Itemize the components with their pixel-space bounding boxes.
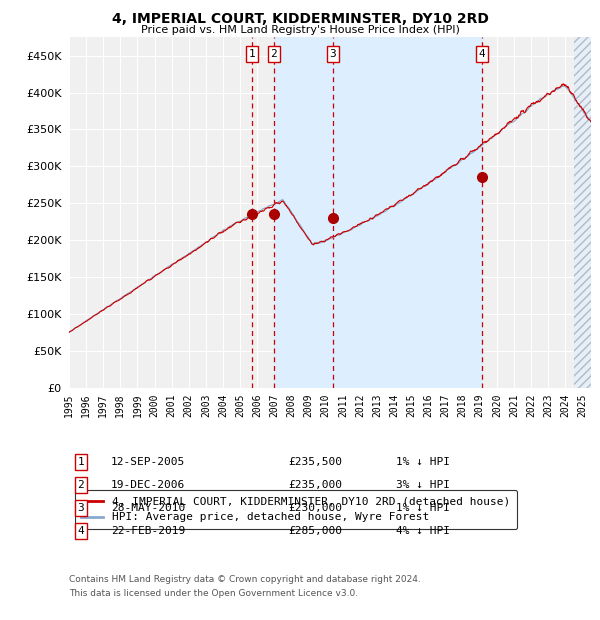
Text: 12-SEP-2005: 12-SEP-2005 xyxy=(111,457,185,467)
Text: £235,500: £235,500 xyxy=(288,457,342,467)
Text: 3% ↓ HPI: 3% ↓ HPI xyxy=(396,480,450,490)
Text: 1: 1 xyxy=(249,49,256,59)
Text: £285,000: £285,000 xyxy=(288,526,342,536)
Legend: 4, IMPERIAL COURT, KIDDERMINSTER, DY10 2RD (detached house), HPI: Average price,: 4, IMPERIAL COURT, KIDDERMINSTER, DY10 2… xyxy=(74,490,517,529)
Text: 28-MAY-2010: 28-MAY-2010 xyxy=(111,503,185,513)
Text: 2: 2 xyxy=(77,480,85,490)
Text: 3: 3 xyxy=(329,49,336,59)
Text: 19-DEC-2006: 19-DEC-2006 xyxy=(111,480,185,490)
Text: £235,000: £235,000 xyxy=(288,480,342,490)
Text: Contains HM Land Registry data © Crown copyright and database right 2024.: Contains HM Land Registry data © Crown c… xyxy=(69,575,421,585)
Text: 4, IMPERIAL COURT, KIDDERMINSTER, DY10 2RD: 4, IMPERIAL COURT, KIDDERMINSTER, DY10 2… xyxy=(112,12,488,27)
Text: This data is licensed under the Open Government Licence v3.0.: This data is licensed under the Open Gov… xyxy=(69,589,358,598)
Text: £230,000: £230,000 xyxy=(288,503,342,513)
Text: 1% ↓ HPI: 1% ↓ HPI xyxy=(396,503,450,513)
Text: 1% ↓ HPI: 1% ↓ HPI xyxy=(396,457,450,467)
Text: 2: 2 xyxy=(271,49,277,59)
Bar xyxy=(274,37,482,387)
Text: 1: 1 xyxy=(77,457,85,467)
Text: 3: 3 xyxy=(77,503,85,513)
Text: 4: 4 xyxy=(77,526,85,536)
Text: 4% ↓ HPI: 4% ↓ HPI xyxy=(396,526,450,536)
Bar xyxy=(574,37,591,387)
Text: 4: 4 xyxy=(479,49,485,59)
Text: 22-FEB-2019: 22-FEB-2019 xyxy=(111,526,185,536)
Text: Price paid vs. HM Land Registry's House Price Index (HPI): Price paid vs. HM Land Registry's House … xyxy=(140,25,460,35)
